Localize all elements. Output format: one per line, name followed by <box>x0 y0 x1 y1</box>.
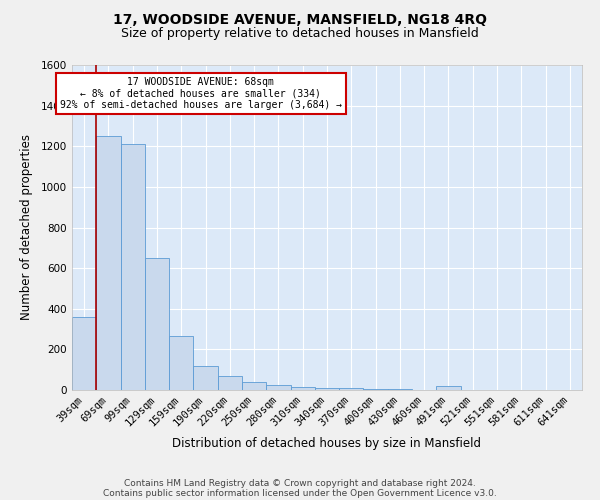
Bar <box>315 388 339 390</box>
Text: Contains HM Land Registry data © Crown copyright and database right 2024.: Contains HM Land Registry data © Crown c… <box>124 478 476 488</box>
X-axis label: Distribution of detached houses by size in Mansfield: Distribution of detached houses by size … <box>173 437 482 450</box>
Bar <box>436 386 461 390</box>
Bar <box>72 317 96 390</box>
Text: 17, WOODSIDE AVENUE, MANSFIELD, NG18 4RQ: 17, WOODSIDE AVENUE, MANSFIELD, NG18 4RQ <box>113 12 487 26</box>
Bar <box>96 136 121 390</box>
Bar <box>266 385 290 390</box>
Bar <box>242 382 266 390</box>
Y-axis label: Number of detached properties: Number of detached properties <box>20 134 32 320</box>
Bar <box>145 258 169 390</box>
Text: Contains public sector information licensed under the Open Government Licence v3: Contains public sector information licen… <box>103 488 497 498</box>
Bar <box>218 376 242 390</box>
Bar <box>290 387 315 390</box>
Bar <box>339 388 364 390</box>
Text: Size of property relative to detached houses in Mansfield: Size of property relative to detached ho… <box>121 28 479 40</box>
Text: 17 WOODSIDE AVENUE: 68sqm
← 8% of detached houses are smaller (334)
92% of semi-: 17 WOODSIDE AVENUE: 68sqm ← 8% of detach… <box>60 77 342 110</box>
Bar <box>169 336 193 390</box>
Bar <box>364 389 388 390</box>
Bar <box>121 144 145 390</box>
Bar <box>193 366 218 390</box>
